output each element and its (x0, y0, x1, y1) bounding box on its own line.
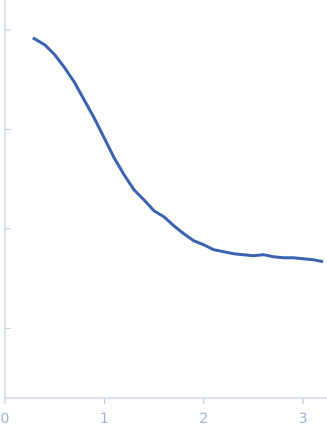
data-line (32, 36, 324, 264)
x-tick-label: 1 (100, 411, 109, 427)
x-tick-label: 3 (299, 411, 308, 427)
x-tick-label: 0 (1, 411, 10, 427)
x-tick-label: 2 (199, 411, 208, 427)
